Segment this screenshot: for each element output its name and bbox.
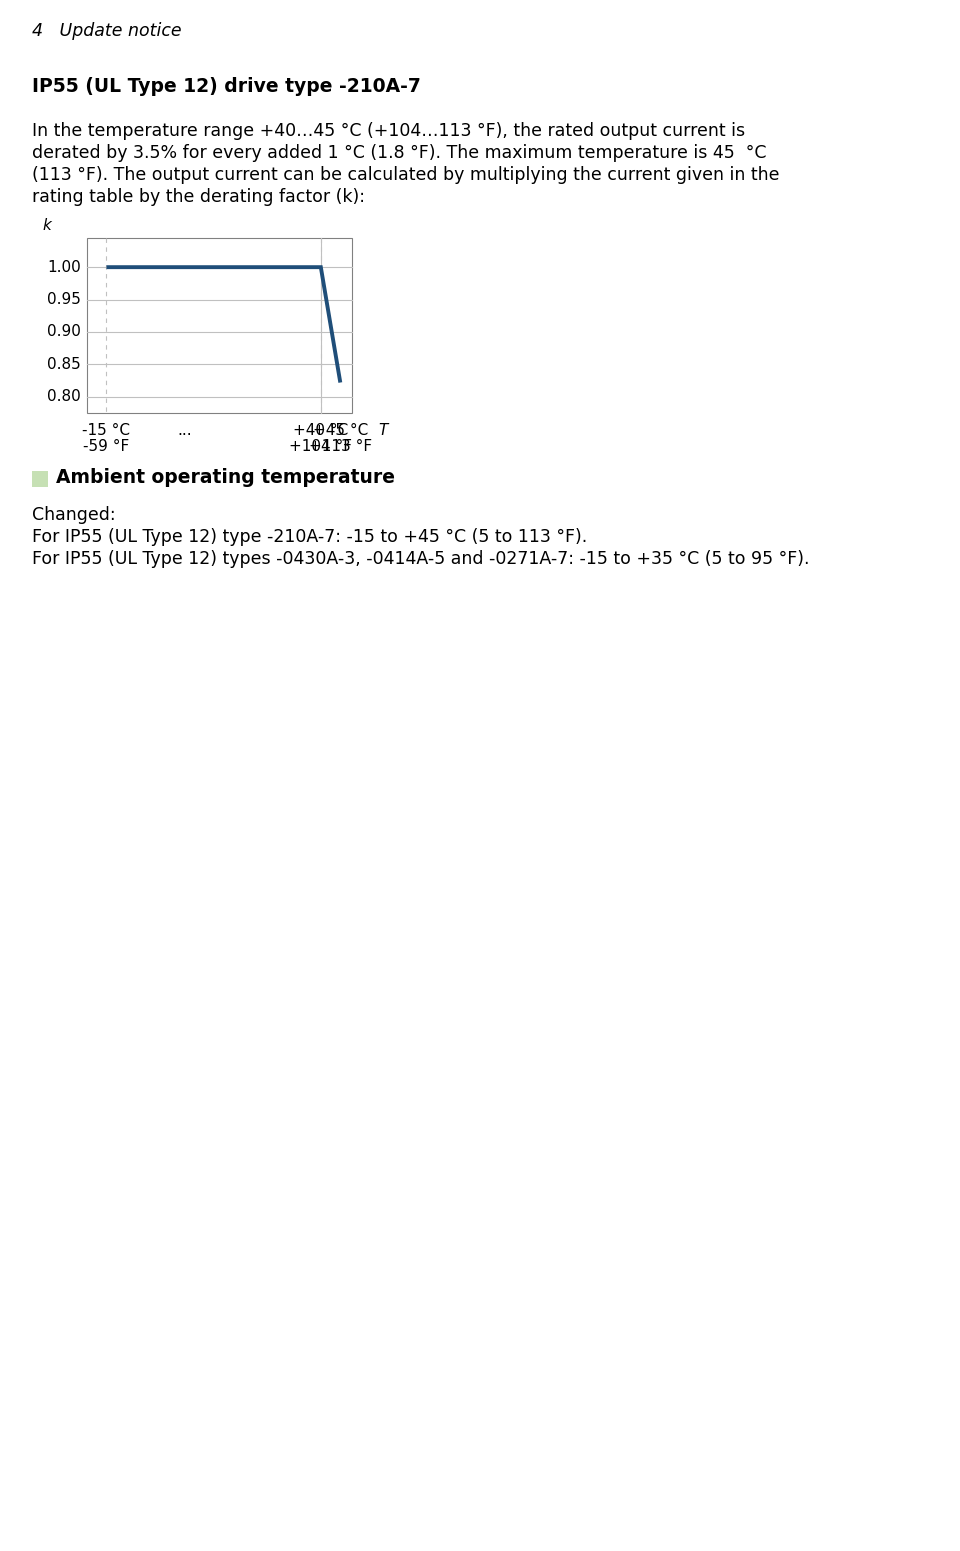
Text: Ambient operating temperature: Ambient operating temperature: [56, 468, 395, 487]
Bar: [32, 472, 48, 487]
Text: 0.90: 0.90: [47, 324, 81, 340]
Text: +45 °C: +45 °C: [313, 423, 368, 437]
Text: ...: ...: [177, 423, 192, 437]
Text: -59 °F: -59 °F: [84, 439, 130, 454]
Text: Changed:: Changed:: [32, 506, 115, 524]
Text: For IP55 (UL Type 12) types -0430A-3, -0414A-5 and -0271A-7: -15 to +35 °C (5 to: For IP55 (UL Type 12) types -0430A-3, -0…: [32, 551, 809, 568]
Text: -15 °C: -15 °C: [83, 423, 131, 437]
Text: In the temperature range +40…45 °C (+104…113 °F), the rated output current is: In the temperature range +40…45 °C (+104…: [32, 123, 745, 140]
Text: derated by 3.5% for every added 1 °C (1.8 °F). The maximum temperature is 45  °C: derated by 3.5% for every added 1 °C (1.…: [32, 144, 766, 161]
Text: T: T: [378, 423, 388, 437]
Text: 0.85: 0.85: [47, 357, 81, 372]
Text: +40 °C: +40 °C: [293, 423, 348, 437]
Text: 1.00: 1.00: [47, 259, 81, 275]
Text: +104 °F: +104 °F: [289, 439, 352, 454]
Bar: [87, 237, 352, 413]
Text: 0.95: 0.95: [47, 292, 81, 307]
Text: 4   Update notice: 4 Update notice: [32, 22, 181, 40]
Text: 0.80: 0.80: [47, 389, 81, 405]
Text: IP55 (UL Type 12) drive type -210A-7: IP55 (UL Type 12) drive type -210A-7: [32, 78, 420, 96]
Text: rating table by the derating factor (k):: rating table by the derating factor (k):: [32, 188, 365, 206]
Text: +113 °F: +113 °F: [309, 439, 372, 454]
Text: (113 °F). The output current can be calculated by multiplying the current given : (113 °F). The output current can be calc…: [32, 166, 780, 185]
Text: For IP55 (UL Type 12) type -210A-7: -15 to +45 °C (5 to 113 °F).: For IP55 (UL Type 12) type -210A-7: -15 …: [32, 527, 588, 546]
Text: k: k: [42, 219, 51, 233]
